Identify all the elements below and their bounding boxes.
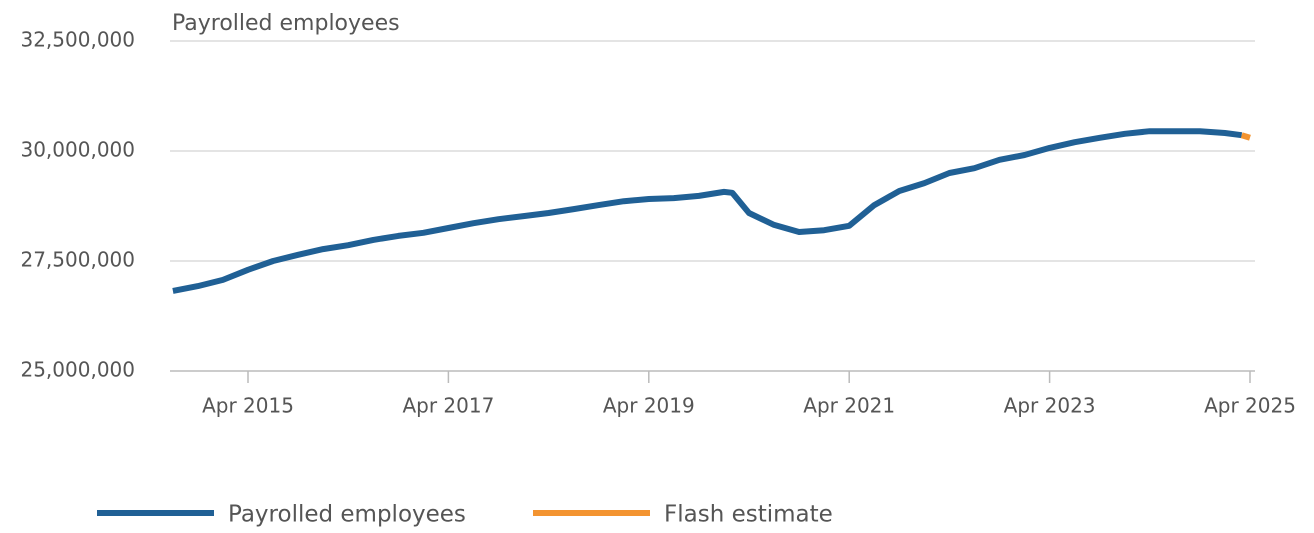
x-tick-label: Apr 2019 <box>603 394 695 418</box>
line-series <box>172 128 1243 294</box>
x-tick-label: Apr 2015 <box>202 394 294 418</box>
y-tick-label: 25,000,000 <box>20 358 135 382</box>
y-tick-label: 32,500,000 <box>20 28 135 52</box>
x-tick-label: Apr 2025 <box>1204 394 1296 418</box>
x-tick-label: Apr 2021 <box>803 394 895 418</box>
legend-label: Payrolled employees <box>228 502 466 528</box>
x-tick-label: Apr 2023 <box>1004 394 1096 418</box>
y-tick-label: 30,000,000 <box>20 138 135 162</box>
y-tick-label: 27,500,000 <box>20 248 135 272</box>
chart-title: Payrolled employees <box>172 11 400 36</box>
legend-label: Flash estimate <box>664 502 833 528</box>
x-tick-label: Apr 2017 <box>402 394 494 418</box>
line-series <box>1240 132 1251 141</box>
